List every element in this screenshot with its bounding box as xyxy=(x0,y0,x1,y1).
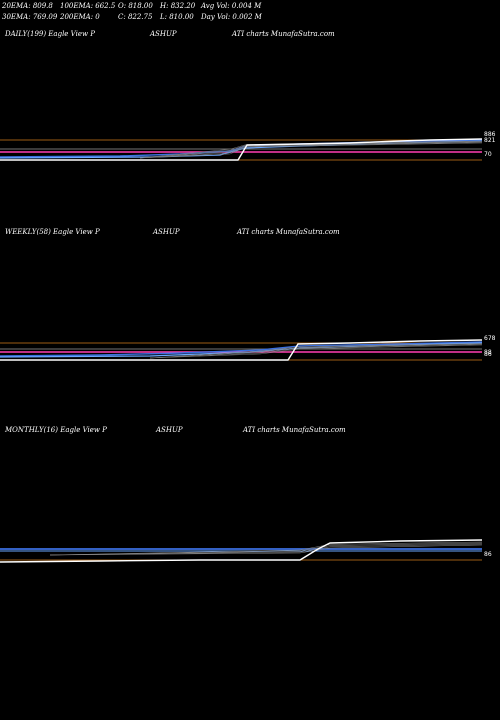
daily-panel-source: ATI charts MunafaSutra.com xyxy=(232,30,335,38)
ema30-value: 30EMA: 769.09 xyxy=(2,13,58,21)
weekly-ma-fan-line xyxy=(149,344,483,359)
daily-axis-label-mid: 821 xyxy=(484,137,496,144)
weekly-panel-source: ATI charts MunafaSutra.com xyxy=(237,228,340,236)
weekly-panel-symbol: ASHUP xyxy=(153,228,180,236)
weekly-panel-title: WEEKLY(58) Eagle View P xyxy=(5,228,100,236)
daily-panel-symbol: ASHUP xyxy=(150,30,177,38)
close-value: C: 822.75 xyxy=(118,13,153,21)
daily-ma-fan-line xyxy=(139,141,483,159)
weekly-ma-fan-line xyxy=(149,344,483,359)
weekly-ema20-line xyxy=(0,341,483,357)
monthly-panel-title: MONTHLY(16) Eagle View P xyxy=(5,426,107,434)
daily-panel-title: DAILY(199) Eagle View P xyxy=(5,30,95,38)
monthly-ma-fan-line xyxy=(49,541,483,556)
day-vol-value: Day Vol: 0.002 M xyxy=(201,13,262,21)
daily-ma-fan-line xyxy=(139,142,483,159)
monthly-panel-symbol: ASHUP xyxy=(156,426,183,434)
ema200-value: 200EMA: 0 xyxy=(60,13,100,21)
weekly-ma-fan-line xyxy=(149,343,483,359)
low-value: L: 810.00 xyxy=(160,13,194,21)
weekly-price-line xyxy=(0,339,483,361)
daily-ma-fan-line xyxy=(139,141,483,159)
weekly-axis-label-mid: 88 xyxy=(484,349,492,356)
weekly-axis-label-high: 678 xyxy=(484,335,496,342)
daily-axis-label-high: 886 xyxy=(484,131,496,138)
open-value: O: 818.00 xyxy=(118,2,153,10)
ema100-value: 100EMA: 662.5 xyxy=(60,2,116,10)
monthly-panel-source: ATI charts MunafaSutra.com xyxy=(243,426,346,434)
monthly-axis-label: 86 xyxy=(484,551,492,558)
weekly-ma-fan-line xyxy=(149,343,483,359)
monthly-ma-fan-line xyxy=(49,542,483,556)
avg-vol-value: Avg Vol: 0.004 M xyxy=(201,2,262,10)
daily-price-line xyxy=(0,138,483,161)
weekly-axis-label-low: 86 xyxy=(484,351,492,358)
daily-ma-fan-line xyxy=(139,142,483,159)
monthly-price-line xyxy=(0,539,483,563)
ema20-value: 20EMA: 809.8 xyxy=(2,2,53,10)
daily-axis-label-low: 70 xyxy=(484,151,492,158)
monthly-ma-fan-line xyxy=(49,543,483,556)
high-value: H: 832.20 xyxy=(160,2,196,10)
